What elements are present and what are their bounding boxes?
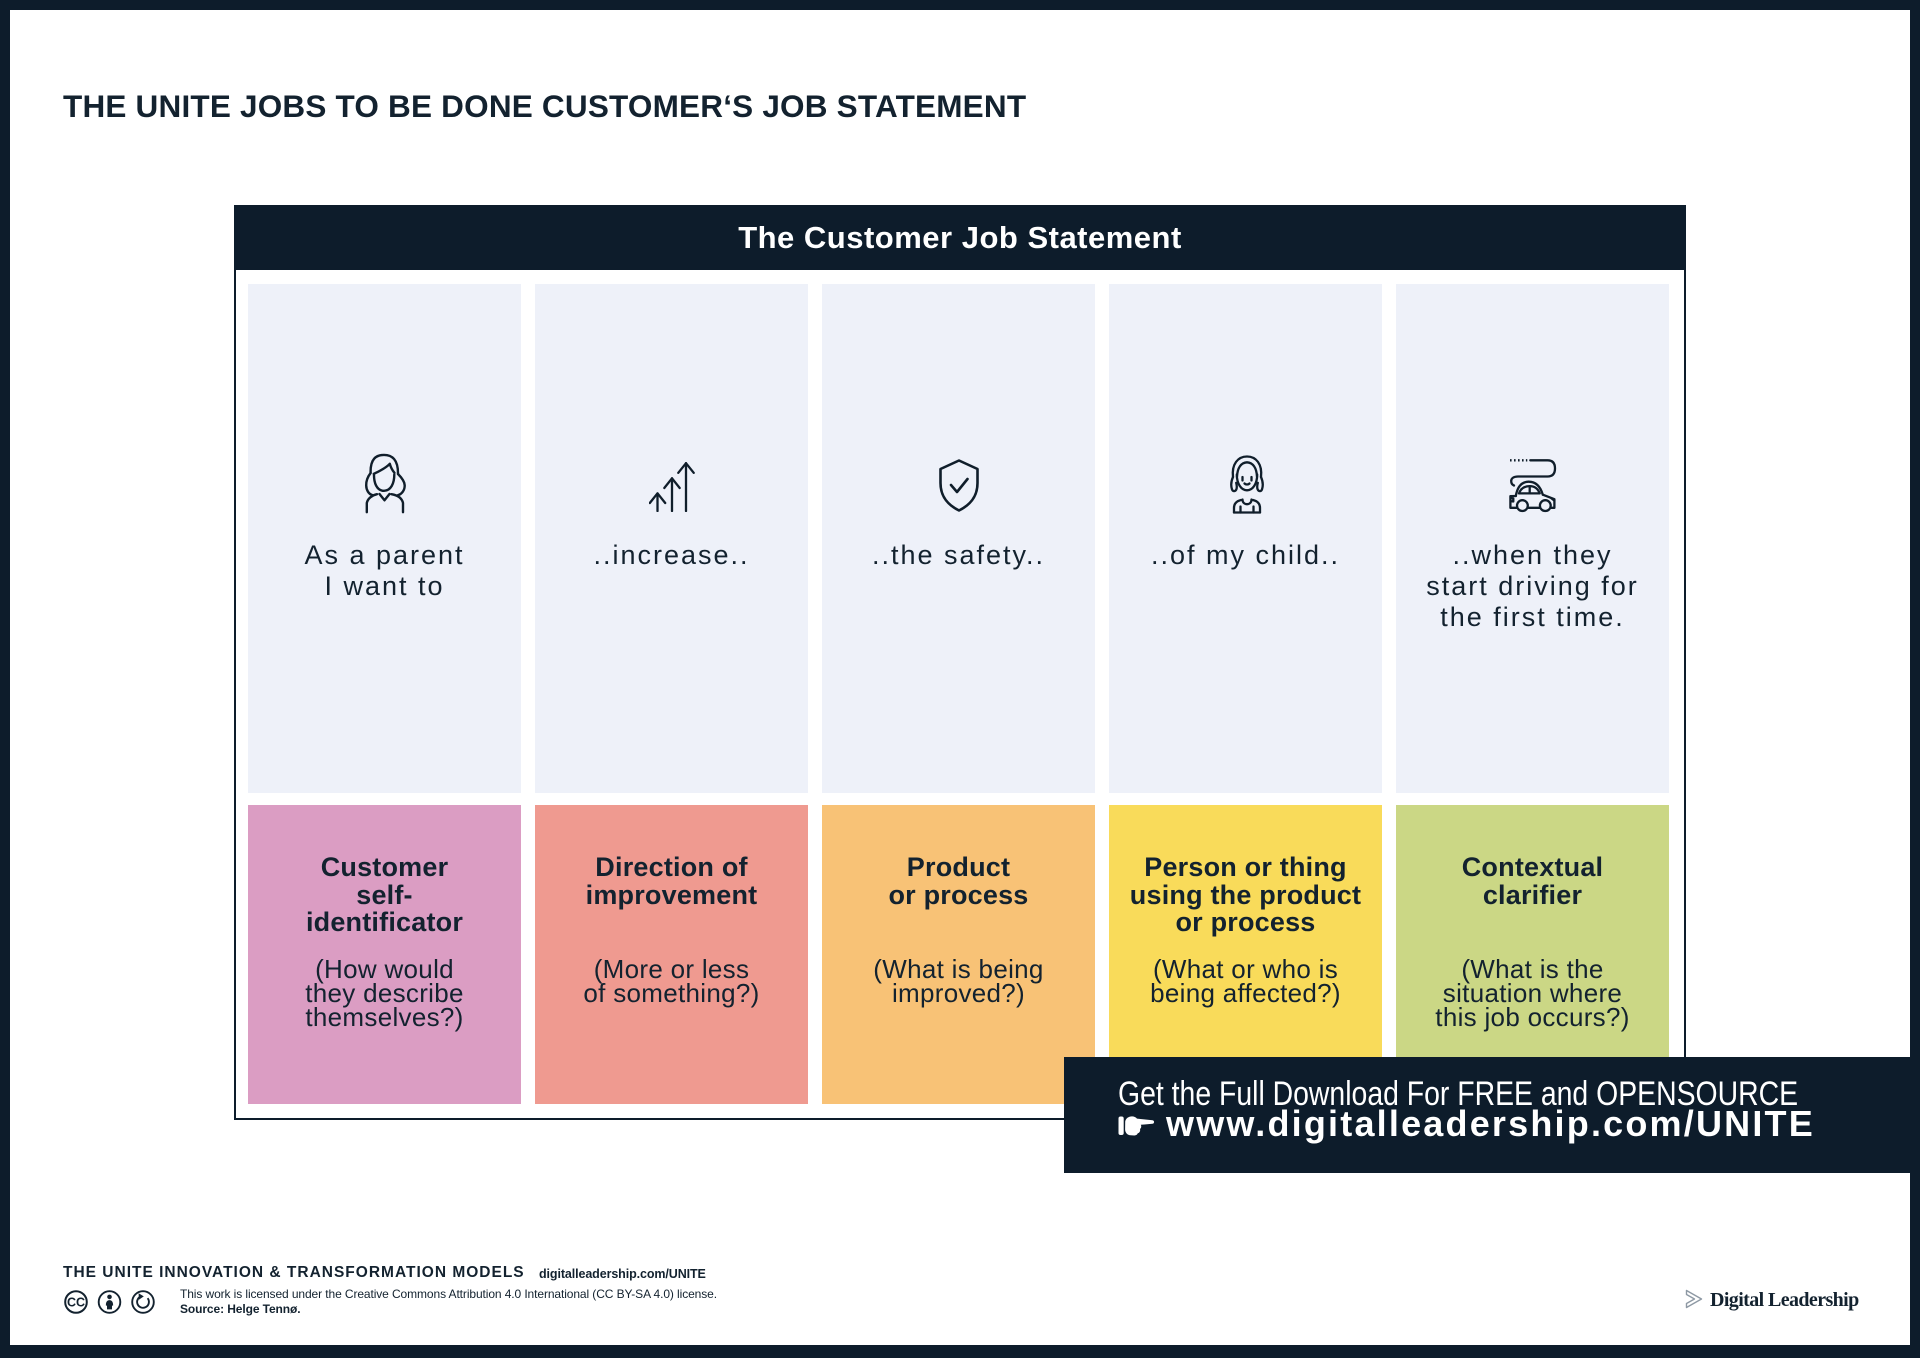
svg-text:CC: CC (67, 1296, 85, 1310)
